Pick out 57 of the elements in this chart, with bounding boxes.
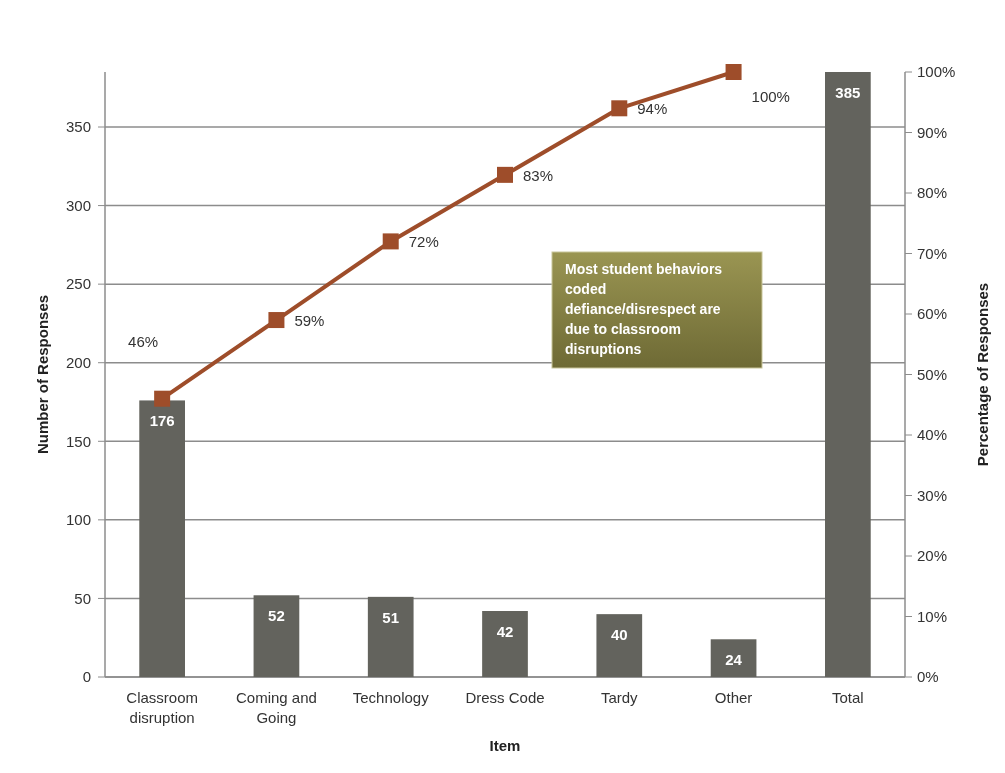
y-tick-label: 150 xyxy=(65,432,91,450)
data-label: 176 xyxy=(149,412,175,430)
x-tick-label: Classroom disruption xyxy=(126,689,198,726)
point xyxy=(497,166,513,183)
note-box: Most student behaviors coded defiance/disrespect are due to classroom disruptions xyxy=(551,251,763,369)
y2-tick-label: 80% xyxy=(917,184,948,202)
data-label: 100% xyxy=(751,88,790,105)
point xyxy=(382,233,399,250)
annotation: Most student behaviors coded defiance/disrespect are due to classroom disruptions xyxy=(565,261,723,357)
y2-tick-label: 0% xyxy=(917,668,939,686)
x-tick-label: Technology xyxy=(352,689,430,706)
y2-tick-label: 10% xyxy=(917,607,948,625)
bar xyxy=(139,400,185,677)
y2-tick-label: 60% xyxy=(917,305,948,323)
data-label: 59% xyxy=(294,312,325,330)
point xyxy=(611,100,628,117)
x-tick-label: Coming and Going xyxy=(235,689,317,726)
bar xyxy=(710,639,757,677)
point xyxy=(268,312,285,329)
y-tick-label: 300 xyxy=(65,196,91,214)
data-label: 52 xyxy=(268,607,285,625)
data-label: 83% xyxy=(523,166,554,184)
y2-axis-title: Percentage of Responses xyxy=(974,282,991,467)
bar xyxy=(825,72,871,677)
x-tick-label: Dress Code xyxy=(465,689,545,706)
x-tick-label: Other xyxy=(714,689,753,706)
data-label: 42 xyxy=(496,623,514,640)
data-label: 72% xyxy=(408,233,439,251)
x-tick-label: Tardy xyxy=(600,689,639,706)
data-label: 94% xyxy=(637,100,668,118)
point xyxy=(725,64,742,80)
bar xyxy=(367,596,414,677)
data-label: 40 xyxy=(610,626,628,644)
x-axis-title: Item xyxy=(489,737,521,754)
y-tick-label: 250 xyxy=(65,275,91,293)
data-label: 385 xyxy=(835,84,861,101)
y2-tick-label: 40% xyxy=(917,426,948,444)
y2-tick-label: 70% xyxy=(917,244,948,262)
y2-tick-label: 100% xyxy=(917,63,956,81)
y-axis-title: Number of Responses xyxy=(34,294,51,455)
y2-tick-label: 50% xyxy=(917,365,948,383)
data-label: 51 xyxy=(382,608,400,626)
y-tick-label: 200 xyxy=(65,353,91,371)
y-tick-label: 50 xyxy=(74,589,91,607)
y-tick-label: 100 xyxy=(65,511,91,529)
y2-tick-label: 90% xyxy=(917,123,948,141)
y2-tick-label: 20% xyxy=(917,547,948,565)
y-tick-label: 0 xyxy=(82,668,91,686)
bar xyxy=(482,611,528,677)
y2-tick-label: 30% xyxy=(917,486,948,504)
data-label: 46% xyxy=(128,332,159,350)
bar xyxy=(596,614,643,677)
y-tick-label: 350 xyxy=(65,118,91,136)
bar xyxy=(253,595,300,677)
x-tick-label: Total xyxy=(832,689,864,706)
point xyxy=(154,390,171,407)
data-label: 24 xyxy=(725,651,743,669)
